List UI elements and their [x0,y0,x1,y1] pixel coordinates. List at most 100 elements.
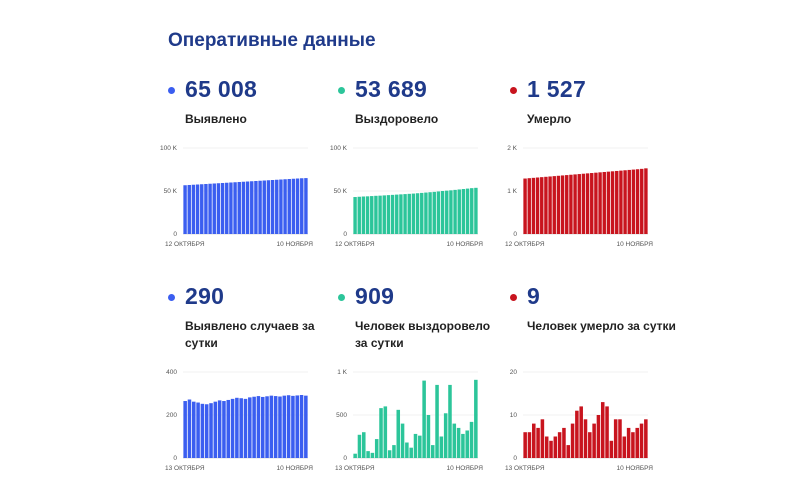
bar [411,193,416,234]
bar [241,181,246,234]
bar [418,435,422,458]
stat-daily-recovered: 909 Человек выздоровело за сутки [338,283,508,352]
bar [577,174,581,234]
bar [365,196,370,234]
bar [258,180,262,234]
x-tick-label-end: 10 НОЯБРЯ [277,241,314,248]
bar [415,193,420,234]
bar [430,445,435,458]
bar [187,184,191,234]
bar [220,182,225,234]
bar [374,195,378,234]
bar [383,406,388,458]
bar [428,192,432,234]
bar [474,187,478,234]
bar [295,395,299,458]
y-tick-label: 500 [336,412,347,419]
bar [208,183,212,234]
bar [626,427,631,458]
chart-total-recovered: 0 50 K 100 K 12 ОКТЯБРЯ 10 НОЯБРЯ [328,142,488,252]
bar [456,427,461,458]
series-dot [510,294,517,301]
bar [623,170,627,234]
bar [544,176,548,234]
y-tick-label: 50 K [334,188,348,195]
bar [435,384,439,458]
bar [361,196,366,234]
y-tick-label: 100 K [330,145,348,152]
y-tick-label: 0 [513,455,517,462]
bar [583,419,588,458]
y-tick-label: 0 [343,231,347,238]
bar [618,419,622,458]
bar [250,181,254,234]
stat-total-recovered: 53 689 Выздоровело [338,76,508,128]
bar [602,171,606,234]
x-tick-label-start: 12 ОКТЯБРЯ [165,241,205,248]
stat-label: Выявлено [185,112,247,126]
bar [631,169,636,234]
bar [422,380,426,458]
bar [216,183,221,234]
x-tick-label-start: 13 ОКТЯБРЯ [165,465,205,472]
bar [299,395,304,458]
bar [370,196,374,234]
bar [399,194,403,234]
y-tick-label: 0 [343,455,347,462]
bar [552,176,556,234]
chart-svg: 0 500 1 K 13 ОКТЯБРЯ 10 НОЯБРЯ [335,369,483,472]
bar [535,177,540,234]
bar [225,182,229,234]
bar [229,182,233,234]
stat-value: 53 689 [355,76,428,102]
bar [192,401,196,458]
x-tick-label-end: 10 НОЯБРЯ [447,241,484,248]
series-dot [510,87,517,94]
bar [562,427,566,458]
chart-svg: 0 200 400 13 ОКТЯБРЯ 10 НОЯБРЯ [165,369,314,472]
bar [275,179,279,234]
y-tick-label: 0 [513,231,517,238]
bar [592,423,596,458]
bar [235,397,239,458]
bar [527,178,531,234]
series-dot [338,294,345,301]
y-tick-label: 0 [173,455,177,462]
bar [300,178,304,234]
chart-svg: 0 1 K 2 K 12 ОКТЯБРЯ 10 НОЯБРЯ [505,145,653,248]
y-tick-label: 200 [166,412,177,419]
bar [353,197,357,234]
bar [424,192,428,234]
x-tick-label-start: 13 ОКТЯБРЯ [505,465,545,472]
bar [465,188,470,234]
series-dot [168,87,175,94]
bar [400,423,405,458]
bar [474,379,478,458]
bar [420,192,424,234]
bar [260,396,265,458]
x-tick-label-end: 10 НОЯБРЯ [277,465,314,472]
bar [366,451,370,458]
bar [590,173,594,234]
bar [639,423,644,458]
stat-label: Человек умерло за сутки [527,319,676,333]
bar [527,432,532,458]
bar [536,427,540,458]
bar [548,176,552,234]
bar [362,432,366,458]
bar [269,395,274,458]
bar [357,434,362,458]
bar [469,421,474,458]
bar [353,453,357,458]
chart-svg: 0 50 K 100 K 12 ОКТЯБРЯ 10 НОЯБРЯ [160,145,314,248]
bar [245,181,250,234]
bar [226,399,231,458]
bar [279,179,283,234]
bar [200,403,205,458]
stat-value: 909 [355,283,395,309]
bar [187,399,192,458]
bar [212,183,216,234]
series-dot [168,294,175,301]
stat-value: 1 527 [527,76,587,102]
bar [605,406,609,458]
